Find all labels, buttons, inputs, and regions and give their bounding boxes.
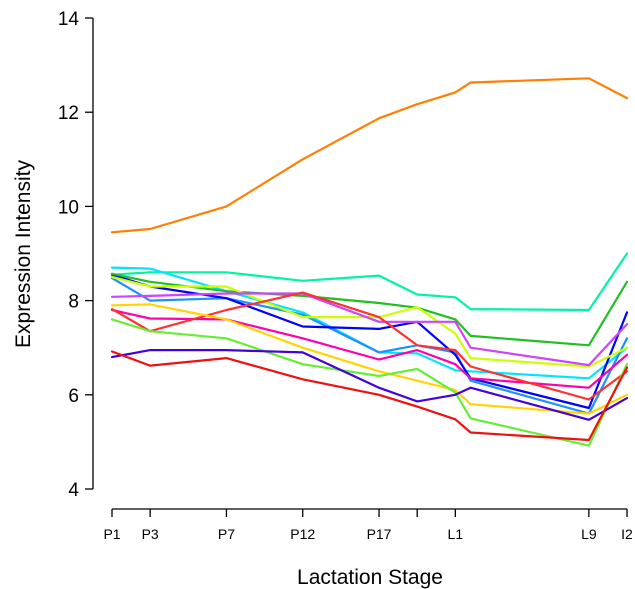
y-tick-label: 14 — [58, 9, 80, 30]
x-tick-label: L1 — [448, 526, 464, 542]
series-line-5 — [110, 273, 629, 410]
x-tick-label: P7 — [218, 526, 235, 542]
series-line-4 — [110, 276, 629, 415]
series-line-11 — [110, 303, 629, 415]
x-tick-label: P12 — [290, 526, 315, 542]
x-tick-label: L9 — [581, 526, 597, 542]
y-tick-label: 8 — [68, 292, 79, 313]
series-line-7 — [110, 275, 629, 368]
y-tick-label: 10 — [58, 197, 79, 218]
series-line-13 — [110, 349, 629, 421]
series-lines — [110, 77, 629, 447]
x-axis: P1 P3 P7 P12 P17 L1 L9 I2 — [103, 508, 633, 542]
series-line-8 — [110, 292, 629, 367]
series-line-14 — [110, 350, 629, 442]
series-line-12 — [110, 318, 629, 447]
y-tick-label: 12 — [58, 103, 79, 124]
series-line-10 — [110, 291, 629, 401]
y-tick-label: 6 — [68, 386, 79, 407]
y-axis: 4 6 8 10 12 14 — [58, 9, 94, 501]
x-axis-title: Lactation Stage — [297, 566, 443, 589]
x-tick-label: P3 — [142, 526, 159, 542]
series-line-2 — [110, 252, 629, 312]
x-tick-label: P17 — [367, 526, 392, 542]
series-line-1 — [110, 77, 629, 234]
x-tick-label: P1 — [103, 526, 120, 542]
y-tick-label: 4 — [68, 480, 79, 501]
y-axis-title: Expression Intensity — [12, 160, 35, 348]
series-line-3 — [110, 266, 629, 380]
x-tick-label: I2 — [621, 526, 633, 542]
